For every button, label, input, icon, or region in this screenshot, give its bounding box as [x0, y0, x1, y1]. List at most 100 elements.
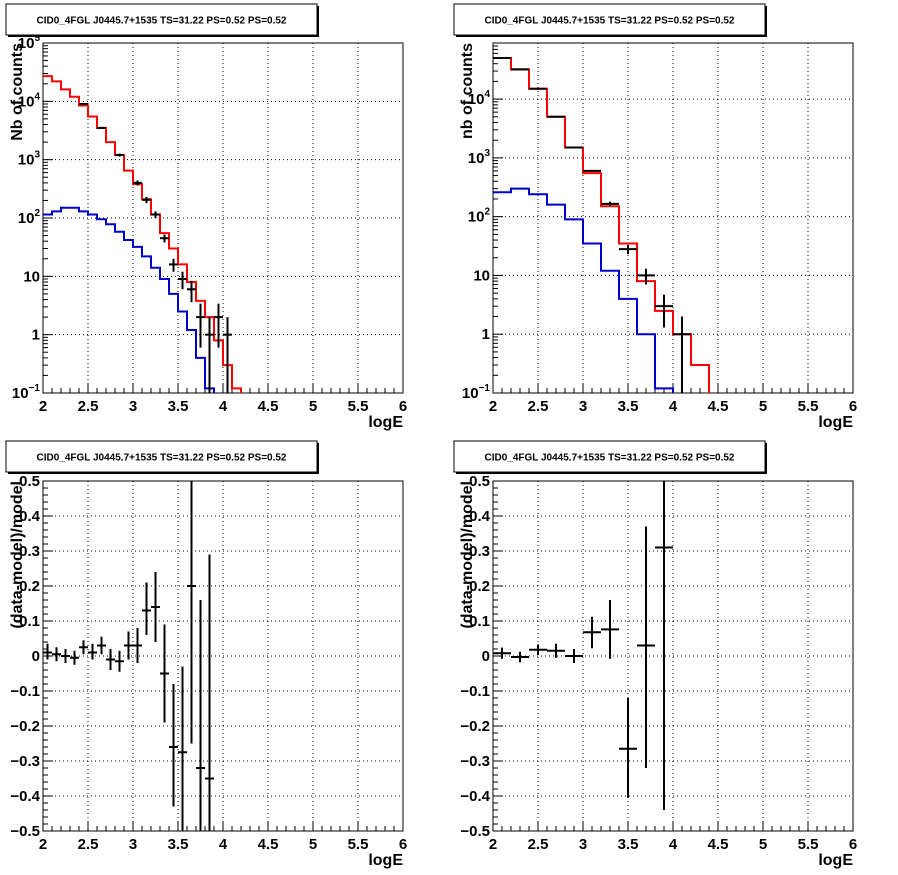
y-tick-base: 10 — [18, 35, 35, 52]
data-point — [205, 317, 214, 393]
residual-point — [511, 651, 529, 663]
y-tick-label: 1 — [482, 326, 490, 343]
y-tick-base: 10 — [18, 152, 35, 169]
x-axis-label: logE — [368, 414, 403, 431]
x-tick-label: 2.5 — [528, 836, 549, 853]
y-tick-exponent: 3 — [484, 148, 490, 159]
y-tick-label: 103 — [18, 150, 41, 169]
data-point — [565, 146, 583, 149]
chart-title: CID0_4FGL J0445.7+1535 TS=31.22 PS=0.52 … — [37, 453, 287, 464]
x-tick-label: 5.5 — [348, 398, 369, 415]
chart-title: CID0_4FGL J0445.7+1535 TS=31.22 PS=0.52 … — [37, 16, 287, 27]
data-point — [547, 115, 565, 118]
y-tick-label: 0.5 — [19, 473, 40, 490]
source_model-histogram — [43, 206, 215, 393]
y-tick-label: 0 — [32, 648, 40, 665]
x-tick-label: 3.5 — [618, 836, 639, 853]
y-tick-base: 10 — [468, 91, 485, 108]
data-point — [169, 258, 178, 272]
x-tick-label: 2.5 — [528, 398, 549, 415]
y-tick-label: 1 — [32, 327, 40, 344]
y-tick-base: 10 — [462, 385, 479, 402]
residual-point — [637, 526, 655, 768]
title-box — [5, 440, 318, 473]
title-box — [453, 440, 766, 473]
data-point — [529, 87, 547, 90]
residual-point — [151, 572, 160, 642]
y-axis-label: (data-model)/model — [459, 481, 476, 629]
x-tick-label: 6 — [849, 398, 857, 415]
x-tick-label: 4 — [669, 398, 678, 415]
total_model-histogram — [43, 75, 242, 393]
x-axis-label: logE — [818, 852, 853, 869]
y-tick-label: 10 — [23, 268, 40, 285]
x-tick-label: 6 — [399, 398, 407, 415]
data-point — [97, 126, 106, 129]
y-tick-label: −0.5 — [10, 823, 40, 840]
y-tick-base: 10 — [468, 209, 485, 226]
residual-point — [493, 647, 511, 659]
y-tick-label: 104 — [468, 89, 491, 108]
data-point — [79, 103, 88, 106]
x-tick-label: 5.5 — [348, 836, 369, 853]
residual-point — [187, 481, 196, 744]
y-tick-exponent: 2 — [34, 208, 40, 219]
y-tick-label: −0.4 — [460, 788, 490, 805]
data-point — [601, 201, 619, 207]
y-tick-label: −0.1 — [10, 683, 40, 700]
x-tick-label: 2 — [489, 836, 497, 853]
x-tick-label: 3.5 — [618, 398, 639, 415]
plot-area — [43, 75, 242, 393]
y-tick-label: 0.2 — [19, 578, 40, 595]
x-axis-label: logE — [368, 852, 403, 869]
plot-area — [493, 481, 673, 810]
x-tick-label: 4.5 — [708, 836, 729, 853]
residual-point — [160, 624, 169, 723]
residual-point — [169, 684, 178, 807]
x-tick-label: 3.5 — [168, 398, 189, 415]
data-point — [583, 169, 601, 173]
y-tick-label: 0.1 — [469, 613, 490, 630]
x-tick-label: 3 — [129, 836, 137, 853]
residual-point — [178, 666, 187, 831]
data-point — [223, 317, 232, 393]
source_model-histogram — [493, 187, 674, 393]
residual-point — [61, 649, 70, 663]
chart-panel-2: 2 2.5 3 3.5 4 4.5 5 5.5 610−1110102103104logEnb … — [453, 3, 857, 431]
total_model-histogram — [493, 57, 710, 393]
y-tick-base: 10 — [18, 93, 35, 110]
x-tick-label: 5 — [759, 836, 767, 853]
x-tick-label: 5 — [759, 398, 767, 415]
x-tick-label: 2 — [489, 398, 497, 415]
y-tick-base: 10 — [12, 385, 29, 402]
y-tick-label: 103 — [468, 148, 491, 167]
x-axis-label: logE — [818, 414, 853, 431]
plot-area — [43, 481, 214, 831]
residual-point — [619, 698, 637, 798]
data-point — [178, 271, 187, 290]
y-axis-label: (data-model)/model — [9, 481, 26, 629]
residual-point — [196, 600, 205, 831]
residual-point — [529, 644, 547, 655]
y-tick-label: 0.3 — [19, 543, 40, 560]
y-tick-label: −0.2 — [10, 718, 40, 735]
residual-point — [205, 554, 214, 831]
residual-point — [106, 649, 115, 670]
chart-title: CID0_4FGL J0445.7+1535 TS=31.22 PS=0.52 … — [485, 16, 735, 27]
y-tick-label: 10−1 — [462, 383, 491, 402]
x-tick-label: 2.5 — [78, 836, 99, 853]
x-tick-label: 4 — [669, 836, 678, 853]
data-point — [214, 303, 223, 348]
residual-point — [142, 582, 151, 635]
data-point — [673, 316, 691, 393]
x-tick-label: 3 — [129, 398, 137, 415]
y-tick-label: 102 — [18, 208, 41, 227]
x-tick-label: 5 — [309, 398, 317, 415]
y-tick-label: 102 — [468, 207, 491, 226]
y-tick-label: −0.3 — [10, 753, 40, 770]
residual-point — [565, 649, 583, 663]
data-point — [619, 244, 637, 255]
title-box — [453, 3, 766, 36]
data-point — [142, 196, 151, 204]
